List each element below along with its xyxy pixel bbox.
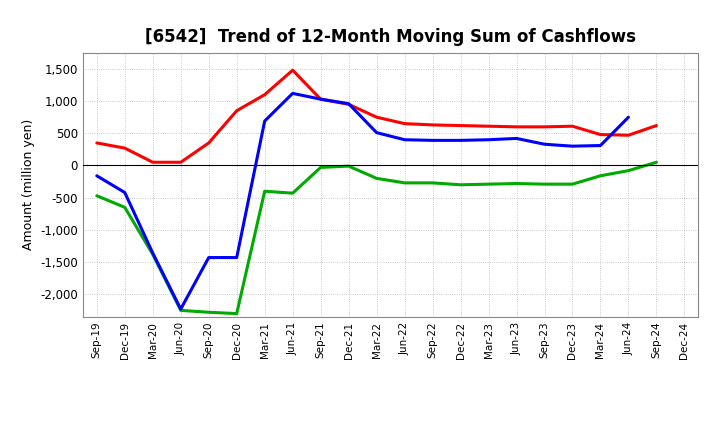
Free Cashflow [400, 137, 409, 143]
Free Cashflow [540, 142, 549, 147]
Investing Cashflow [148, 252, 157, 257]
Operating Cashflow [288, 68, 297, 73]
Free Cashflow [428, 138, 437, 143]
Investing Cashflow [485, 182, 493, 187]
Free Cashflow [316, 96, 325, 102]
Free Cashflow [512, 136, 521, 141]
Investing Cashflow [204, 310, 213, 315]
Operating Cashflow [400, 121, 409, 126]
Operating Cashflow [624, 132, 633, 138]
Operating Cashflow [596, 132, 605, 137]
Operating Cashflow [428, 122, 437, 128]
Investing Cashflow [288, 191, 297, 196]
Line: Free Cashflow: Free Cashflow [96, 93, 629, 309]
Operating Cashflow [372, 114, 381, 120]
Free Cashflow [485, 137, 493, 143]
Operating Cashflow [344, 102, 353, 107]
Line: Operating Cashflow: Operating Cashflow [96, 70, 657, 162]
Operating Cashflow [261, 92, 269, 97]
Line: Investing Cashflow: Investing Cashflow [96, 162, 657, 314]
Investing Cashflow [233, 311, 241, 316]
Free Cashflow [344, 101, 353, 106]
Investing Cashflow [344, 164, 353, 169]
Operating Cashflow [456, 123, 465, 128]
Free Cashflow [92, 173, 101, 179]
Operating Cashflow [204, 140, 213, 146]
Free Cashflow [568, 143, 577, 149]
Free Cashflow [624, 114, 633, 120]
Free Cashflow [288, 91, 297, 96]
Investing Cashflow [456, 182, 465, 187]
Investing Cashflow [428, 180, 437, 186]
Operating Cashflow [540, 124, 549, 129]
Free Cashflow [233, 255, 241, 260]
Operating Cashflow [568, 124, 577, 129]
Operating Cashflow [148, 160, 157, 165]
Title: [6542]  Trend of 12-Month Moving Sum of Cashflows: [6542] Trend of 12-Month Moving Sum of C… [145, 28, 636, 46]
Free Cashflow [372, 130, 381, 135]
Investing Cashflow [316, 165, 325, 170]
Free Cashflow [148, 250, 157, 256]
Free Cashflow [261, 118, 269, 124]
Investing Cashflow [176, 308, 185, 313]
Investing Cashflow [120, 205, 129, 210]
Investing Cashflow [652, 160, 661, 165]
Investing Cashflow [512, 181, 521, 186]
Operating Cashflow [316, 96, 325, 102]
Investing Cashflow [568, 182, 577, 187]
Free Cashflow [204, 255, 213, 260]
Operating Cashflow [512, 124, 521, 129]
Investing Cashflow [372, 176, 381, 181]
Free Cashflow [596, 143, 605, 148]
Investing Cashflow [540, 182, 549, 187]
Investing Cashflow [92, 193, 101, 198]
Operating Cashflow [652, 123, 661, 128]
Operating Cashflow [92, 140, 101, 146]
Investing Cashflow [261, 189, 269, 194]
Investing Cashflow [400, 180, 409, 186]
Investing Cashflow [596, 173, 605, 179]
Operating Cashflow [233, 108, 241, 114]
Free Cashflow [456, 138, 465, 143]
Y-axis label: Amount (million yen): Amount (million yen) [22, 119, 35, 250]
Investing Cashflow [624, 168, 633, 173]
Free Cashflow [176, 306, 185, 312]
Operating Cashflow [485, 124, 493, 129]
Operating Cashflow [176, 160, 185, 165]
Operating Cashflow [120, 146, 129, 151]
Free Cashflow [120, 190, 129, 195]
